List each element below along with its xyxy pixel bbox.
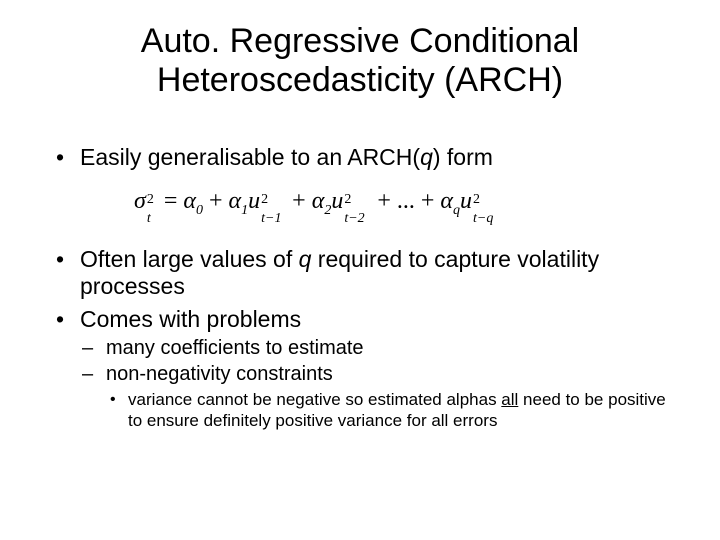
eq-alpha: α: [312, 188, 325, 214]
bullet-text: Often large values of: [80, 246, 299, 272]
bullet-item: Comes with problems many coefficients to…: [54, 306, 666, 431]
sub-bullet-text: many coefficients to estimate: [106, 337, 364, 359]
eq-sigma: σ: [134, 188, 146, 214]
eq-dots: + ... +: [371, 188, 440, 214]
sub-bullet-item: non-negativity constraints variance cann…: [80, 363, 666, 431]
emphasis-all: all: [501, 390, 518, 409]
sub-bullet-item: many coefficients to estimate: [80, 337, 666, 361]
bullet-item: Easily generalisable to an ARCH(q) form …: [54, 144, 666, 219]
equation: σ2t = α0 + α1u2t−1 + α2u2t−2 + ... + αqu…: [134, 187, 666, 219]
bullet-list: Easily generalisable to an ARCH(q) form …: [54, 144, 666, 431]
eq-alpha: α: [440, 188, 453, 214]
var-q: q: [420, 144, 433, 170]
eq-u: u: [331, 188, 343, 214]
bullet-item: Often large values of q required to capt…: [54, 246, 666, 300]
sub-sub-bullet-item: variance cannot be negative so estimated…: [106, 390, 666, 431]
eq-plus: +: [203, 188, 229, 214]
eq-u: u: [248, 188, 260, 214]
eq-plus: +: [286, 188, 312, 214]
bullet-text: Easily generalisable to an ARCH(: [80, 144, 420, 170]
sub-sub-bullet-text: variance cannot be negative so estimated…: [128, 390, 501, 409]
var-q: q: [299, 246, 312, 272]
bullet-text: Comes with problems: [80, 306, 301, 332]
bullet-text: ) form: [433, 144, 493, 170]
sub-sub-bullet-list: variance cannot be negative so estimated…: [106, 390, 666, 431]
eq-u: u: [460, 188, 472, 214]
eq-equals: =: [158, 188, 184, 214]
eq-alpha: α: [183, 188, 196, 214]
page-title: Auto. Regressive Conditional Heterosceda…: [54, 22, 666, 100]
eq-alpha: α: [229, 188, 242, 214]
slide: Auto. Regressive Conditional Heterosceda…: [0, 0, 720, 540]
sub-bullet-list: many coefficients to estimate non-negati…: [80, 337, 666, 431]
sub-bullet-text: non-negativity constraints: [106, 363, 333, 385]
